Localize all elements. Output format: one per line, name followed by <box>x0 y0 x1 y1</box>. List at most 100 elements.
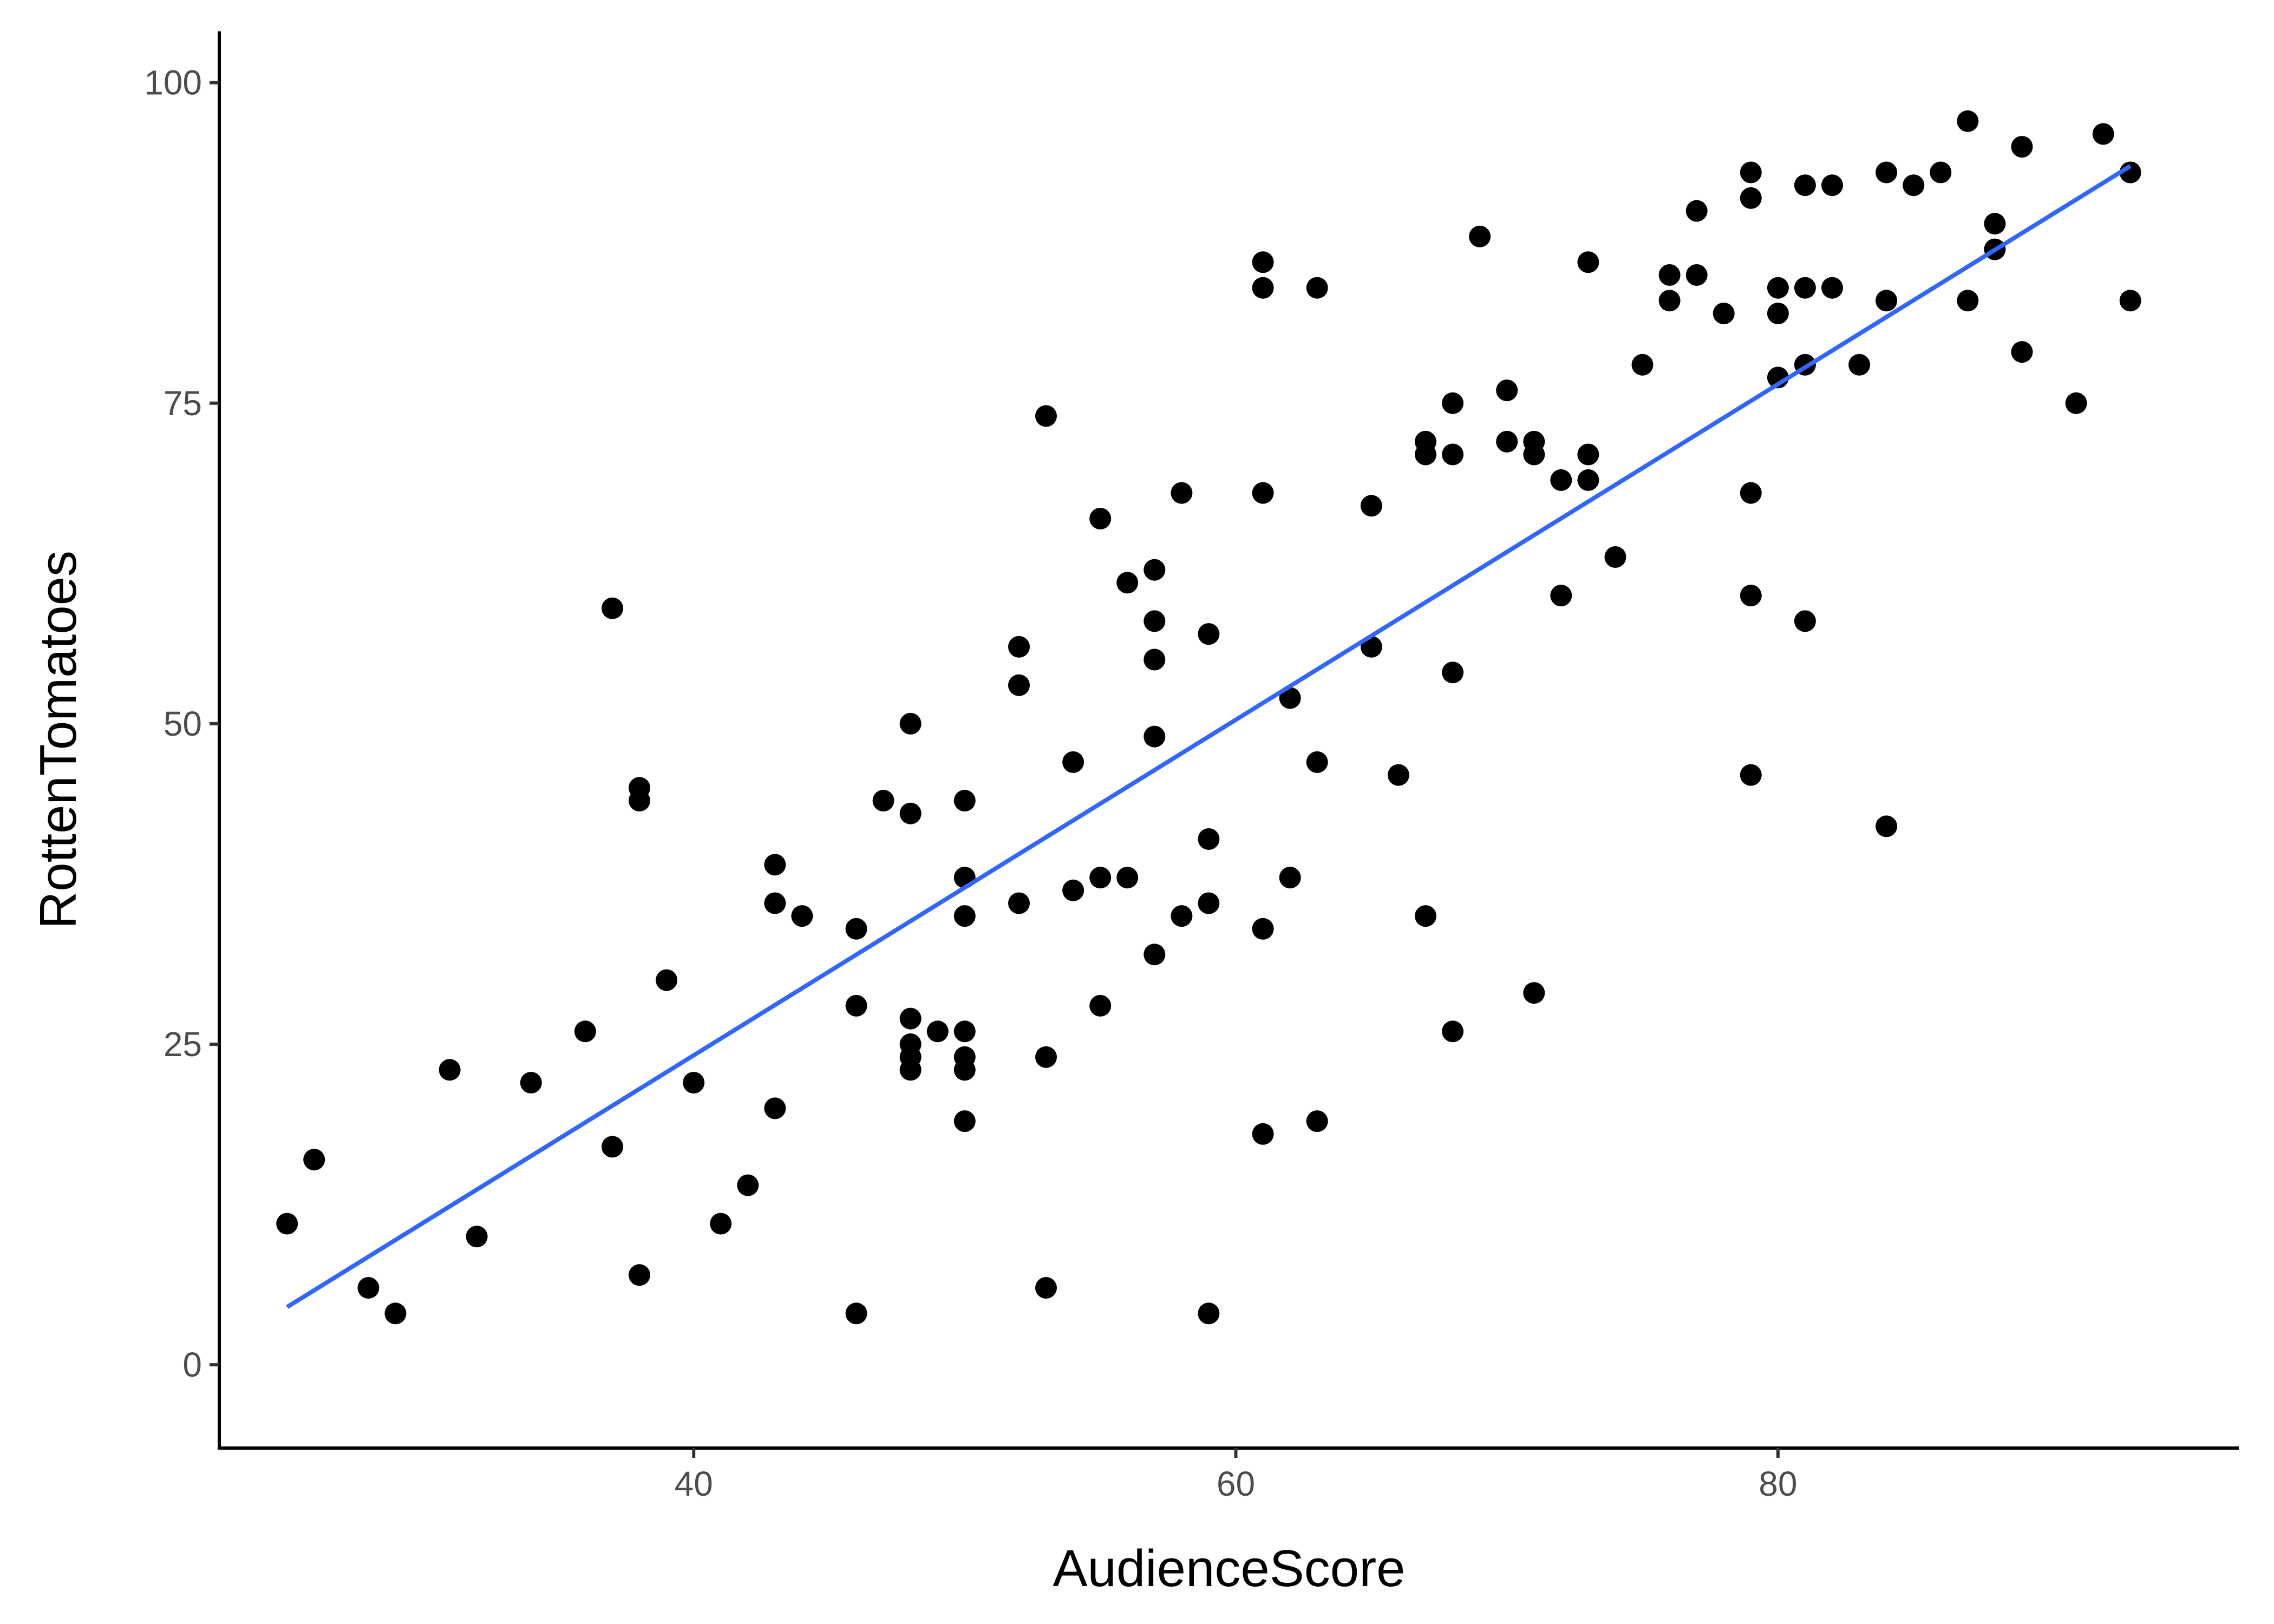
plot-area <box>276 110 2141 1325</box>
data-point <box>1685 264 1708 286</box>
data-point <box>1496 430 1518 453</box>
data-point <box>1523 982 1545 1004</box>
data-point <box>1713 303 1735 324</box>
data-point <box>1658 290 1681 312</box>
data-point <box>1604 546 1626 568</box>
data-point <box>791 905 813 927</box>
data-point <box>1794 174 1816 197</box>
data-point <box>899 712 922 735</box>
data-point <box>1685 200 1708 222</box>
data-point <box>303 1149 325 1171</box>
data-point <box>1740 187 1762 209</box>
data-point <box>1794 610 1816 632</box>
data-point <box>845 994 867 1017</box>
data-point <box>1252 482 1274 504</box>
data-point <box>1821 174 1843 197</box>
data-point <box>764 1097 786 1119</box>
data-point <box>1198 1302 1220 1325</box>
data-point <box>1008 636 1030 658</box>
data-point <box>953 1059 976 1081</box>
data-point <box>1035 1277 1057 1299</box>
data-point <box>899 1007 922 1030</box>
data-point <box>1198 828 1220 850</box>
data-point <box>1062 751 1084 773</box>
data-point <box>1252 918 1274 940</box>
data-point <box>1957 290 1979 312</box>
data-point <box>764 854 786 876</box>
data-point <box>1008 674 1030 696</box>
data-point <box>1198 623 1220 645</box>
x-axis-ticks: 40 60 80 <box>675 1448 1797 1503</box>
data-point <box>1198 892 1220 914</box>
data-point <box>683 1072 705 1093</box>
data-point <box>1306 277 1328 299</box>
data-point <box>1008 892 1030 914</box>
data-point <box>1252 1123 1274 1145</box>
data-point <box>1577 469 1599 491</box>
data-point <box>953 905 976 927</box>
data-point <box>926 1020 949 1043</box>
data-point <box>466 1226 488 1248</box>
data-point <box>1577 443 1599 466</box>
data-point <box>1876 161 1898 184</box>
data-point <box>1442 392 1464 414</box>
data-point <box>1550 469 1572 491</box>
data-point <box>764 892 786 914</box>
data-point <box>1143 944 1166 966</box>
data-point <box>1550 585 1572 607</box>
data-point <box>1116 867 1139 889</box>
data-point <box>845 918 867 940</box>
y-tick-label: 75 <box>164 384 202 423</box>
data-point <box>1876 815 1898 837</box>
data-point <box>629 1264 650 1286</box>
y-axis-ticks: 0 25 50 75 100 <box>144 63 219 1384</box>
x-axis-title: AudienceScore <box>1053 1540 1405 1597</box>
data-point <box>1279 687 1301 709</box>
x-tick-label: 40 <box>675 1464 713 1503</box>
data-point <box>1821 277 1843 299</box>
data-point <box>656 969 678 991</box>
data-point <box>1252 251 1274 273</box>
data-point <box>1876 290 1898 312</box>
data-point <box>1062 879 1084 901</box>
y-tick-label: 0 <box>182 1345 202 1384</box>
data-point <box>1442 662 1464 684</box>
data-point <box>1767 277 1789 299</box>
data-point <box>845 1302 867 1325</box>
data-point <box>2011 341 2033 363</box>
data-point <box>1794 277 1816 299</box>
data-point <box>2065 392 2087 414</box>
data-point <box>1469 225 1491 247</box>
data-point <box>1523 443 1545 466</box>
data-point <box>1442 1020 1464 1043</box>
data-point <box>439 1059 461 1081</box>
data-point <box>737 1174 759 1196</box>
data-point <box>602 597 623 619</box>
data-point <box>899 802 922 824</box>
data-point <box>1848 353 1871 376</box>
data-point <box>357 1277 380 1299</box>
data-point <box>1116 572 1139 594</box>
data-point <box>629 790 650 811</box>
data-point <box>1089 994 1112 1017</box>
data-point <box>953 1110 976 1132</box>
data-point <box>1279 867 1301 889</box>
data-point <box>1306 751 1328 773</box>
data-point <box>1740 161 1762 184</box>
data-point <box>1171 905 1193 927</box>
data-point <box>1903 174 1925 197</box>
data-point <box>1740 585 1762 607</box>
y-tick-label: 100 <box>144 63 202 102</box>
data-point <box>602 1136 623 1158</box>
data-point <box>384 1302 407 1325</box>
data-point <box>1930 161 1952 184</box>
data-point <box>872 790 894 811</box>
data-point <box>1143 559 1166 581</box>
data-point <box>276 1213 298 1235</box>
data-point <box>1415 905 1436 927</box>
data-point <box>953 790 976 811</box>
data-point <box>1252 277 1274 299</box>
data-point <box>1171 482 1193 504</box>
